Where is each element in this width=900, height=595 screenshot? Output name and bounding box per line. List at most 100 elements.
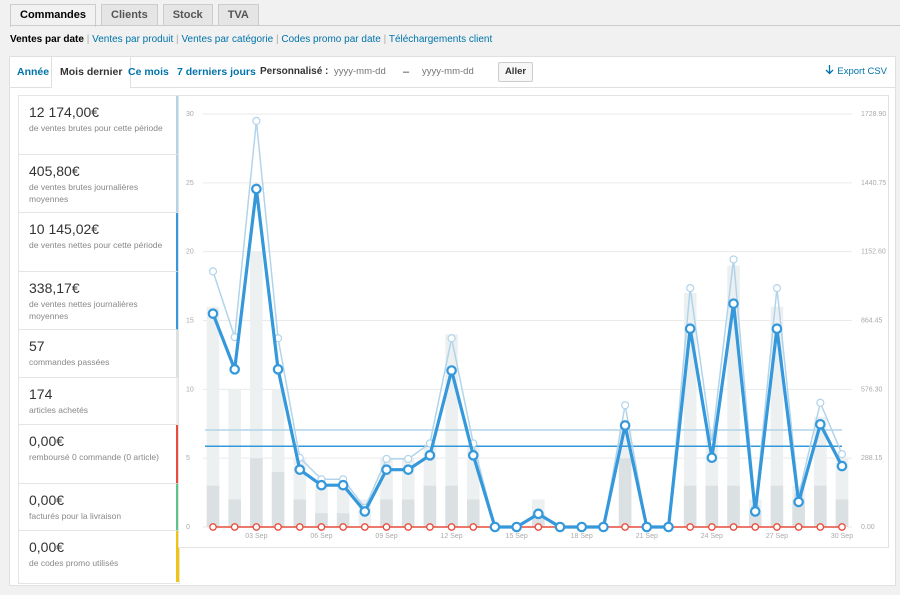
end-date-input[interactable] <box>422 65 482 79</box>
legend-amount: 10 145,02€ <box>29 221 100 237</box>
net-sales-point <box>706 452 718 464</box>
subnav-link-product[interactable]: Ventes par produit <box>92 34 174 45</box>
subnav-current: Ventes par date <box>10 34 84 45</box>
y-right-tick-label: 1728.90 <box>861 111 886 118</box>
legend-label: facturés pour la livraison <box>29 511 122 521</box>
net-sales-point <box>316 479 327 491</box>
legend-coupons[interactable]: 0,00€ de codes promo utilisés <box>19 531 179 582</box>
legend-gross-sales[interactable]: 12 174,00€ de ventes brutes pour cette pé… <box>19 96 179 155</box>
net-sales-point <box>815 418 826 430</box>
tab-commandes[interactable]: Commandes <box>10 4 97 27</box>
refund-point <box>295 523 304 531</box>
legend-net-average[interactable]: 338,17€ de ventes nettes journalières moy… <box>19 272 179 330</box>
net-sales-point <box>619 420 631 431</box>
y-right-tick-label: 288.15 <box>861 455 883 462</box>
gross-sales-point <box>208 267 218 276</box>
tab-stock[interactable]: Stock <box>162 4 213 26</box>
gross-sales-point <box>729 255 738 264</box>
legend-gross-average[interactable]: 405,80€ de ventes brutes journalières moy… <box>19 155 179 213</box>
y-right-tick-label: 576.30 <box>861 386 883 393</box>
gross-sales-point <box>447 334 456 343</box>
download-arrow-icon <box>825 65 834 75</box>
start-date-input[interactable] <box>334 65 394 79</box>
range-custom-label: Personnalisé : <box>260 66 329 77</box>
y-left-tick-label: 30 <box>186 111 194 118</box>
net-sales-point <box>793 496 804 508</box>
legend-orders[interactable]: 57 commandes passées <box>19 330 179 378</box>
subnav-link-downloads[interactable]: Téléchargements client <box>388 34 493 45</box>
report-subnav: Ventes par date | Ventes par produit | V… <box>10 34 492 45</box>
range-last-7-days[interactable]: 7 derniers jours <box>177 66 256 78</box>
net-sales-point <box>489 521 501 533</box>
legend-amount: 0,00€ <box>29 539 65 555</box>
items-bar <box>206 306 220 527</box>
range-bar: Année Mois dernier Ce mois 7 derniers jo… <box>10 57 895 88</box>
export-csv-link[interactable]: Export CSV <box>825 57 887 87</box>
y-right-tick-label: 0.00 <box>861 524 875 531</box>
net-sales-point <box>576 521 588 533</box>
orders-bar <box>814 485 827 527</box>
refund-point <box>708 523 716 531</box>
subnav-separator: | <box>176 34 182 45</box>
report-box: Année Mois dernier Ce mois 7 derniers jo… <box>9 56 896 586</box>
gross-sales-point <box>621 401 630 410</box>
orders-bar <box>293 499 307 527</box>
orders-bar <box>336 513 350 527</box>
range-this-month[interactable]: Ce mois <box>128 66 169 78</box>
y-right-tick-label: 1440.75 <box>861 180 886 187</box>
legend-label: de ventes brutes journalières moyennes <box>29 182 139 204</box>
legend-shipping[interactable]: 0,00€ facturés pour la livraison <box>19 484 179 531</box>
refund-point <box>751 523 760 531</box>
refund-point <box>339 523 347 531</box>
orders-bar <box>705 485 719 527</box>
legend-refunds[interactable]: 0,00€ remboursé 0 commande (0 article) <box>19 425 179 484</box>
y-left-tick-label: 15 <box>186 318 194 325</box>
orders-bar <box>466 499 480 527</box>
legend-amount: 0,00€ <box>29 492 65 508</box>
net-sales-point <box>424 450 436 461</box>
legend-net-sales[interactable]: 10 145,02€ de ventes nettes pour cette pé… <box>19 213 179 272</box>
orders-bar <box>835 499 849 527</box>
orders-bar <box>727 485 740 527</box>
legend-label: articles achetés <box>29 405 89 415</box>
orders-bar <box>748 513 762 527</box>
refund-point <box>534 523 543 531</box>
range-year[interactable]: Année <box>17 66 50 78</box>
range-last-month[interactable]: Mois dernier <box>51 57 132 88</box>
legend-label: remboursé 0 commande (0 article) <box>29 452 159 462</box>
x-tick-label: 03 Sep <box>245 533 267 540</box>
net-sales-point <box>229 364 240 375</box>
report-nav-tabs: Commandes Clients Stock TVA <box>10 4 264 27</box>
legend-items[interactable]: 174 articles achetés <box>19 378 179 425</box>
refund-point <box>686 523 695 531</box>
orders-bar <box>250 458 263 527</box>
orders-bar <box>770 485 784 527</box>
gross-sales-point <box>382 454 391 464</box>
refund-point <box>816 523 825 531</box>
chart-svg: 0 0.00 5 288.15 10 576.30 15 864.45 20 1152.60 25 1… <box>178 95 889 548</box>
net-sales-point <box>641 521 653 533</box>
net-sales-point <box>511 521 522 533</box>
orders-bar <box>445 485 458 527</box>
net-sales-point <box>402 464 414 475</box>
refund-point <box>773 523 781 531</box>
subnav-link-coupons[interactable]: Codes promo par date <box>281 34 381 45</box>
net-sales-point <box>381 464 392 475</box>
tab-clients[interactable]: Clients <box>101 4 158 26</box>
orders-bar <box>206 485 220 527</box>
net-sales-point <box>337 479 349 491</box>
refund-point <box>360 523 369 531</box>
refund-point <box>794 523 803 531</box>
tab-tva[interactable]: TVA <box>217 4 259 26</box>
legend-amount: 405,80€ <box>29 163 80 179</box>
net-sales-point <box>294 464 306 475</box>
subnav-link-category[interactable]: Ventes par catégorie <box>181 34 274 45</box>
legend-label: de ventes nettes journalières moyennes <box>29 299 138 321</box>
net-sales-point <box>684 323 696 335</box>
refund-point <box>621 523 629 531</box>
refund-point <box>317 523 326 531</box>
gross-sales-point <box>686 284 695 293</box>
go-button[interactable]: Aller <box>498 62 533 82</box>
chart-legend: 12 174,00€ de ventes brutes pour cette pé… <box>18 95 180 584</box>
gross-sales-point <box>404 454 413 464</box>
